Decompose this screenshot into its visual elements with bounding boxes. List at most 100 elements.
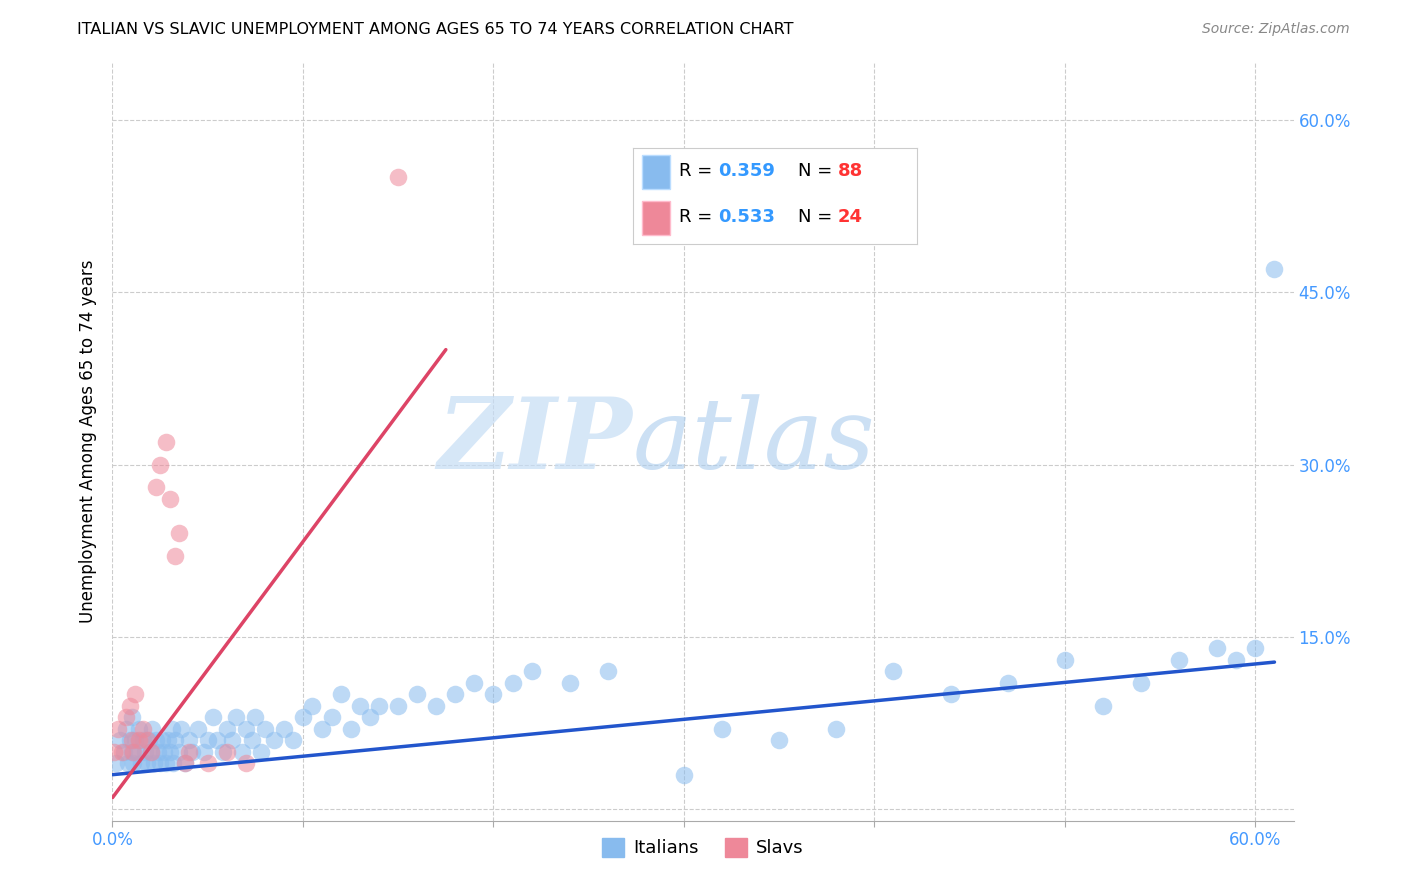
Point (129, 756, 152, 771)
Point (138, 733, 160, 747)
Point (145, 481, 167, 495)
Point (127, 745, 149, 759)
Point (121, 710, 143, 724)
Point (1053, 653, 1076, 667)
Point (177, 733, 200, 747)
Point (128, 722, 150, 736)
Point (520, 665, 543, 679)
Point (118, 733, 141, 747)
Point (711, 722, 734, 736)
Point (162, 756, 184, 771)
Point (444, 687, 467, 701)
Point (215, 722, 238, 736)
Point (155, 434, 177, 449)
Point (173, 756, 195, 771)
Point (159, 745, 181, 759)
Point (672, 767, 695, 781)
Point (825, 722, 848, 736)
Text: ITALIAN VS SLAVIC UNEMPLOYMENT AMONG AGES 65 TO 74 YEARS CORRELATION CHART: ITALIAN VS SLAVIC UNEMPLOYMENT AMONG AGE… (77, 22, 794, 37)
Point (103, 745, 125, 759)
Point (235, 756, 257, 771)
Point (231, 745, 253, 759)
Point (202, 710, 225, 724)
Point (502, 675, 524, 690)
Point (273, 722, 295, 736)
Point (997, 675, 1019, 690)
Point (321, 710, 343, 724)
Point (215, 745, 238, 759)
Point (253, 722, 276, 736)
Point (135, 756, 157, 771)
Point (121, 745, 143, 759)
Point (482, 687, 505, 701)
Point (1092, 698, 1115, 713)
Y-axis label: Unemployment Among Ages 65 to 74 years: Unemployment Among Ages 65 to 74 years (79, 260, 97, 624)
Point (114, 722, 136, 736)
Point (221, 733, 243, 747)
Point (368, 698, 391, 713)
Point (207, 733, 229, 747)
Point (235, 722, 257, 736)
Point (156, 733, 179, 747)
Point (212, 745, 235, 759)
Point (128, 733, 150, 747)
Point (159, 491, 181, 506)
Point (359, 710, 381, 724)
Point (149, 756, 172, 771)
Bar (643, 155, 671, 188)
Point (311, 722, 333, 736)
Text: ZIP: ZIP (437, 393, 633, 490)
Point (197, 733, 219, 747)
Point (134, 745, 156, 759)
Point (1244, 641, 1267, 656)
Bar (643, 201, 671, 235)
Point (121, 733, 143, 747)
Text: N =: N = (797, 209, 838, 227)
Point (114, 710, 136, 724)
Point (291, 710, 314, 724)
Point (165, 549, 187, 564)
Text: R =: R = (679, 209, 717, 227)
Point (406, 687, 429, 701)
Point (135, 733, 157, 747)
Point (1206, 641, 1229, 656)
Point (1130, 675, 1153, 690)
Point (558, 675, 581, 690)
Point (132, 722, 155, 736)
Point (339, 722, 361, 736)
Point (148, 745, 170, 759)
Point (330, 687, 353, 701)
Point (124, 733, 146, 747)
Point (160, 722, 183, 736)
Point (1168, 653, 1191, 667)
Point (139, 745, 162, 759)
Text: R =: R = (679, 162, 717, 180)
Point (143, 756, 166, 771)
Legend: Italians, Slavs: Italians, Slavs (595, 830, 811, 864)
Point (425, 698, 447, 713)
Point (132, 733, 155, 747)
Point (170, 722, 193, 736)
Point (349, 698, 371, 713)
Point (141, 722, 163, 736)
Point (149, 458, 172, 472)
Point (112, 745, 135, 759)
Point (596, 665, 619, 679)
Point (939, 687, 962, 701)
Point (155, 756, 177, 771)
Point (118, 698, 141, 713)
Point (167, 745, 190, 759)
Point (181, 745, 204, 759)
Point (387, 698, 409, 713)
Point (122, 745, 145, 759)
Point (153, 745, 176, 759)
Point (139, 745, 162, 759)
Point (122, 756, 145, 771)
Point (225, 710, 247, 724)
Point (250, 745, 273, 759)
Text: Source: ZipAtlas.com: Source: ZipAtlas.com (1202, 22, 1350, 37)
Point (150, 733, 173, 747)
Point (245, 710, 267, 724)
Point (173, 756, 195, 771)
Point (768, 733, 790, 747)
